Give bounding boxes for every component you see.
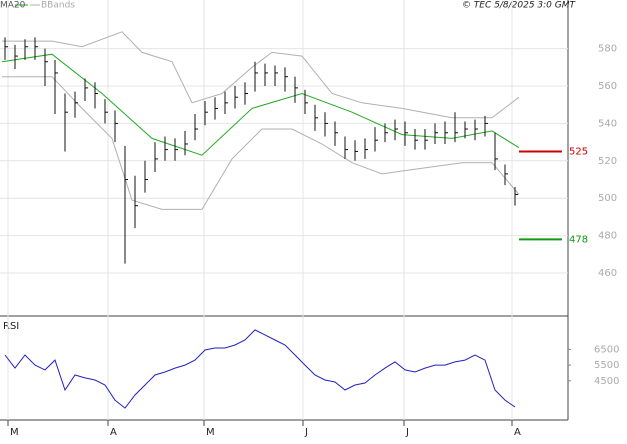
rsi-tick-label: 4500: [594, 376, 619, 387]
y-tick-label: 560: [598, 81, 617, 92]
ma20-line: [1, 53, 520, 156]
x-tick-label: A: [110, 427, 117, 438]
copyright: © TEC 5/8/2025 3:0 GMT: [462, 1, 577, 11]
x-tick-label: J: [405, 427, 409, 438]
y-tick-label: 480: [598, 231, 617, 242]
bband-upper: [2, 31, 520, 119]
rsi-line: [4, 329, 516, 409]
bband-lower: [2, 76, 520, 210]
rsi-tick-label: 5500: [594, 360, 619, 371]
x-tick-label: J: [304, 427, 308, 438]
x-tick-label: A: [514, 427, 521, 438]
rsi-tick-label: 6500: [594, 344, 619, 355]
target-label: 478: [569, 234, 588, 245]
y-tick-label: 500: [598, 193, 617, 204]
y-tick-label: 540: [598, 118, 617, 129]
legend-ma20: MA20: [0, 1, 26, 11]
y-tick-label: 520: [598, 156, 617, 167]
y-tick-label: 580: [598, 44, 617, 55]
x-tick-label: M: [206, 427, 215, 438]
legend-bbands: BBands: [41, 1, 75, 11]
rsi-title: RSI: [3, 321, 19, 332]
x-tick-label: M: [10, 427, 19, 438]
plot-bg: [0, 0, 568, 420]
y-tick-label: 460: [598, 268, 617, 279]
target-label: 525: [569, 146, 588, 157]
